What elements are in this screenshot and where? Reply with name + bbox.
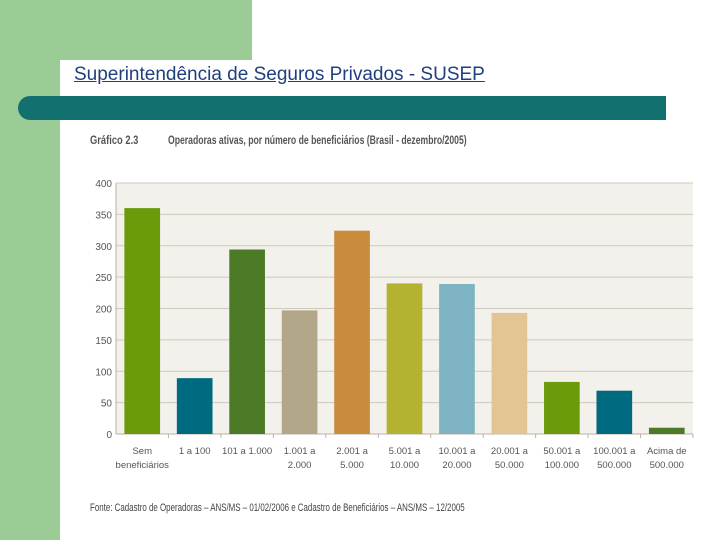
x-tick-label: 1.001 a [284, 446, 316, 457]
x-tick-label: 100.001 a [593, 446, 636, 457]
slide-title: Superintendência de Seguros Privados - S… [74, 64, 485, 85]
x-tick-label: 500.000 [650, 460, 684, 471]
bar [229, 249, 265, 434]
y-tick-label: 400 [95, 179, 112, 190]
y-tick-label: 250 [95, 273, 112, 284]
bar [124, 208, 161, 434]
bar [334, 230, 370, 434]
bar [596, 390, 633, 434]
chart-number: Gráfico 2.3 [90, 133, 139, 147]
y-tick-label: 0 [106, 430, 112, 441]
top-decor-block [0, 0, 252, 60]
y-tick-label: 50 [101, 399, 113, 410]
left-decor-bar [0, 0, 60, 540]
x-tick-label: 5.000 [340, 460, 364, 471]
y-tick-label: 300 [95, 242, 112, 253]
bar [281, 310, 318, 434]
bar [176, 378, 213, 434]
x-tick-label: 20.000 [442, 460, 471, 471]
x-tick-label: beneficiários [116, 460, 170, 471]
x-tick-label: Sem [132, 446, 152, 457]
x-tick-label: 1 a 100 [179, 446, 211, 457]
x-tick-label: 50.000 [495, 460, 524, 471]
x-tick-label: 500.000 [597, 460, 631, 471]
bar [386, 283, 423, 434]
bar [648, 427, 685, 434]
x-tick-label: 5.001 a [389, 446, 421, 457]
x-tick-label: 20.001 a [491, 446, 529, 457]
y-tick-label: 150 [95, 336, 112, 347]
x-tick-label: 50.001 a [543, 446, 581, 457]
bar [544, 381, 580, 434]
y-tick-label: 100 [95, 367, 112, 378]
x-tick-label: 2.001 a [336, 446, 368, 457]
x-tick-label: Acima de [647, 446, 687, 457]
bar [439, 284, 475, 434]
title-underline-bar [18, 96, 666, 120]
y-tick-label: 200 [95, 305, 112, 316]
x-tick-label: 100.000 [545, 460, 579, 471]
x-tick-label: 2.000 [288, 460, 312, 471]
x-tick-label: 10.001 a [438, 446, 476, 457]
chart-source: Fonte: Cadastro de Operadoras – ANS/MS –… [90, 502, 465, 514]
y-tick-label: 350 [95, 210, 112, 221]
x-tick-label: 10.000 [390, 460, 419, 471]
chart-title: Operadoras ativas, por número de benefic… [168, 133, 467, 147]
title-area [60, 60, 720, 96]
bar [491, 312, 528, 434]
x-tick-label: 101 a 1.000 [222, 446, 272, 457]
